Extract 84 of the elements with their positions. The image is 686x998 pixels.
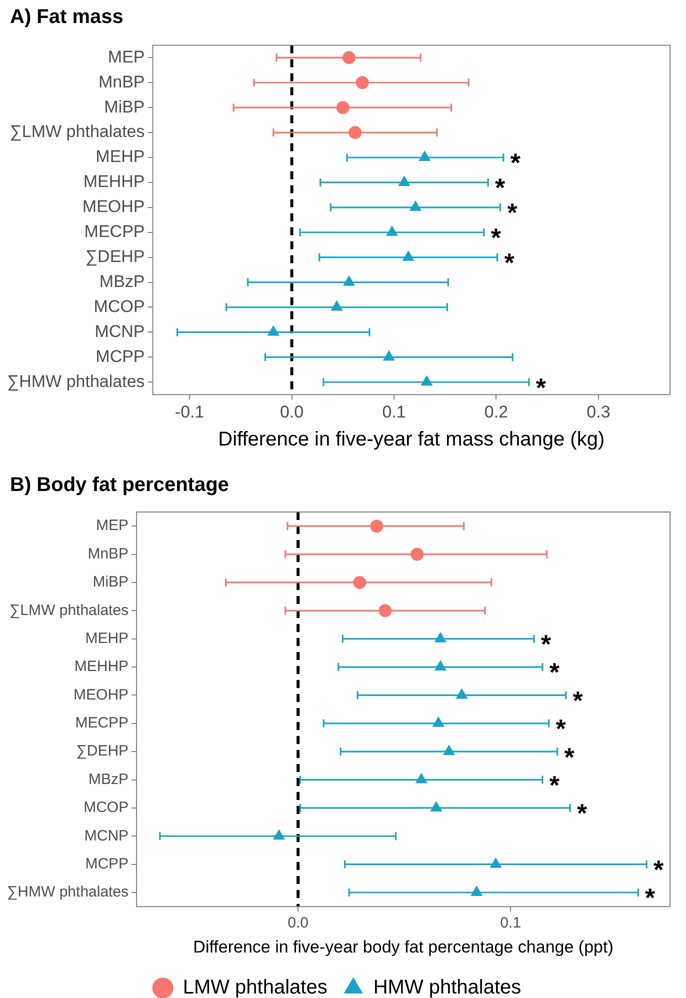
point (378, 604, 392, 618)
point (273, 830, 285, 840)
x-axis-title: Difference in five-year body fat percentage change (ppt) (193, 937, 614, 956)
annotation: * (654, 854, 665, 884)
y-tick-label: MEHP (96, 147, 145, 166)
annotation: * (507, 198, 518, 228)
annotation: * (510, 148, 522, 178)
point (432, 716, 444, 727)
y-tick-label: MCNP (94, 322, 145, 341)
point (348, 126, 362, 140)
y-tick-label: MCPP (85, 855, 129, 872)
annotation: * (564, 742, 576, 772)
point (410, 548, 424, 561)
y-tick-label: MEHHP (74, 658, 129, 676)
annotation: * (645, 882, 656, 913)
annotation: * (549, 770, 560, 800)
annotation: * (494, 172, 506, 203)
x-tick-label: 0.0 (288, 914, 309, 932)
point (418, 151, 430, 162)
x-tick-label: 0.3 (586, 402, 610, 422)
annotation: * (577, 798, 588, 828)
legend-label: LMW phthalates (182, 976, 328, 998)
x-tick-label: 0.1 (382, 402, 406, 422)
y-tick-label: MEOHP (74, 686, 129, 704)
annotation: * (490, 222, 502, 253)
y-tick-label: ∑LMW phthalates (9, 602, 129, 619)
x-tick-label: 0.1 (500, 914, 522, 932)
point (430, 801, 442, 812)
x-tick-label: -0.1 (174, 402, 204, 422)
y-tick-label: ∑HMW phthalates (6, 884, 129, 901)
x-tick-label: 0.2 (484, 402, 508, 422)
point (331, 300, 342, 311)
chart-title: B) Body fat percentage (9, 473, 230, 498)
point (434, 632, 446, 642)
point (410, 200, 422, 211)
chart-title: A) Fat mass (9, 5, 124, 30)
y-tick-label: MCNP (84, 827, 129, 844)
annotation: * (504, 248, 516, 278)
y-tick-label: ∑HMW phthalates (6, 372, 145, 391)
point (342, 51, 356, 64)
annotation: * (572, 685, 584, 716)
y-tick-label: MEHHP (83, 172, 145, 192)
point (268, 326, 280, 336)
point (470, 886, 482, 896)
y-tick-label: ∑LMW phthalates (10, 122, 145, 142)
x-tick-label: 0.0 (280, 402, 304, 422)
y-tick-label: MnBP (88, 545, 129, 562)
point (386, 226, 398, 236)
y-tick-label: MCPP (96, 346, 145, 366)
y-tick-label: MiBP (104, 97, 145, 116)
y-tick-label: MEHP (85, 630, 129, 647)
annotation: * (540, 629, 552, 660)
y-tick-label: MCOP (84, 799, 129, 816)
y-tick-label: MBzP (88, 770, 129, 788)
y-tick-label: MBzP (99, 272, 145, 291)
annotation: * (536, 372, 547, 402)
y-tick-label: MEOHP (82, 197, 145, 216)
y-tick-label: MECPP (75, 714, 129, 732)
point (434, 660, 446, 671)
legend-label: HMW phthalates (373, 976, 522, 998)
point (370, 520, 384, 533)
point (490, 858, 502, 868)
y-tick-label: ∑DEHP (85, 247, 145, 266)
annotation: * (556, 714, 567, 744)
x-axis-title: Difference in five-year fat mass change (kg) (218, 428, 605, 451)
point (383, 350, 395, 361)
y-tick-label: MCOP (94, 296, 145, 316)
point (416, 773, 428, 784)
point (343, 276, 355, 286)
point (356, 76, 369, 90)
y-tick-label: MiBP (92, 574, 129, 591)
point (402, 250, 414, 261)
point (456, 688, 468, 699)
point (421, 376, 432, 386)
y-tick-label: ∑DEHP (76, 742, 129, 760)
point (353, 576, 366, 589)
y-tick-label: MECPP (84, 222, 145, 242)
y-tick-label: MEP (108, 47, 145, 66)
point (398, 176, 410, 186)
annotation: * (549, 657, 560, 688)
point (443, 745, 455, 756)
y-tick-label: MEP (96, 517, 129, 534)
point (336, 101, 350, 114)
y-tick-label: MnBP (98, 72, 145, 92)
